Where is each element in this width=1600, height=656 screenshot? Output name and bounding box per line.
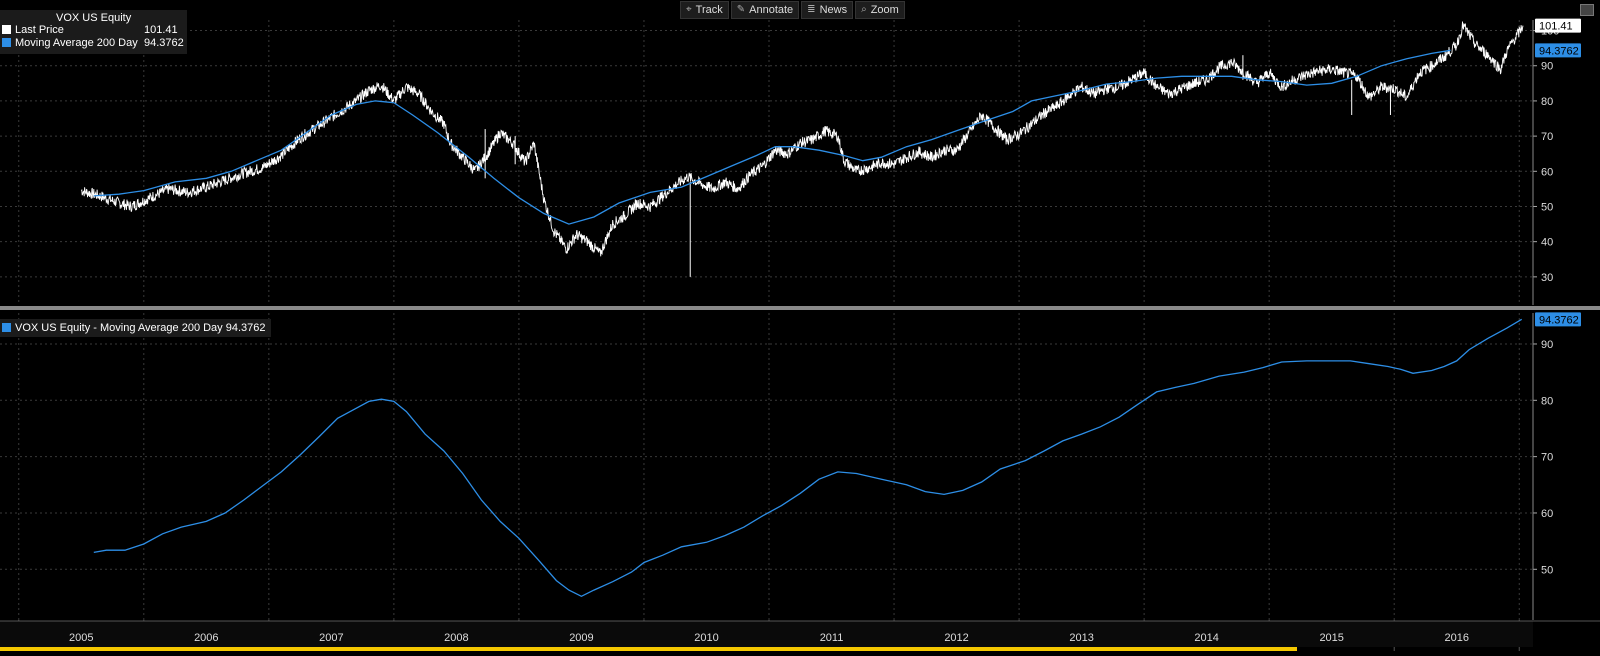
y-tick-label: 90 <box>1541 61 1553 73</box>
last-value-label: 94.3762 <box>1539 314 1579 326</box>
chart-toolbar: ⌖ Track ✎ Annotate ≣ News ⌕ Zoom <box>680 1 905 19</box>
annotate-label: Annotate <box>749 4 794 16</box>
y-tick-label: 90 <box>1541 339 1553 351</box>
series-line-moving-average <box>93 49 1451 225</box>
legend-bottom: VOX US Equity - Moving Average 200 Day 9… <box>0 319 271 337</box>
x-tick-label: 2016 <box>1444 632 1468 644</box>
legend-top: VOX US Equity Last Price 101.41 Moving A… <box>0 10 187 54</box>
news-label: News <box>819 4 848 16</box>
y-tick-label: 60 <box>1541 508 1553 520</box>
x-axis-band <box>0 621 1533 647</box>
news-button[interactable]: ≣ News <box>801 1 854 19</box>
legend-value: 94.3762 <box>144 37 184 49</box>
x-tick-label: 2011 <box>820 632 844 644</box>
track-label: Track <box>695 4 723 16</box>
y-tick-label: 50 <box>1541 564 1553 576</box>
y-tick-label: 70 <box>1541 131 1553 143</box>
last-value-tag <box>1535 43 1581 58</box>
legend-swatch-blue <box>2 38 11 47</box>
legend-item-moving-average: Moving Average 200 Day 94.3762 <box>2 37 184 50</box>
panel-separator <box>0 306 1600 310</box>
y-tick-label: 70 <box>1541 452 1553 464</box>
last-value-tag <box>1535 312 1581 327</box>
y-tick-label: 50 <box>1541 201 1553 213</box>
x-tick-label: 2015 <box>1319 632 1343 644</box>
series-line-last-price <box>80 21 1524 257</box>
legend-swatch-blue <box>2 323 11 332</box>
x-tick-label: 2010 <box>694 632 718 644</box>
x-tick-label: 2005 <box>69 632 93 644</box>
zoom-label: Zoom <box>870 4 899 16</box>
crosshair-icon: ⌖ <box>686 4 692 15</box>
annotate-button[interactable]: ✎ Annotate <box>730 1 800 19</box>
y-tick-label: 30 <box>1541 272 1553 284</box>
legend-label: Last Price <box>15 24 64 36</box>
last-value-tag <box>1535 18 1581 33</box>
x-tick-label: 2006 <box>194 632 218 644</box>
x-tick-label: 2008 <box>444 632 468 644</box>
x-tick-label: 2013 <box>1069 632 1093 644</box>
y-tick-label: 80 <box>1541 96 1553 108</box>
panel-collapse-icon[interactable] <box>1580 4 1594 16</box>
legend-label: Moving Average 200 Day <box>15 37 138 49</box>
y-tick-label: 80 <box>1541 395 1553 407</box>
bottom-accent-bar <box>0 647 1297 651</box>
x-tick-label: 2007 <box>319 632 343 644</box>
magnifier-icon: ⌕ <box>861 4 867 15</box>
x-tick-label: 2014 <box>1194 632 1218 644</box>
y-tick-label: 60 <box>1541 166 1553 178</box>
x-tick-label: 2009 <box>569 632 593 644</box>
news-icon: ≣ <box>807 4 816 15</box>
y-tick-label: 40 <box>1541 237 1553 249</box>
x-tick-label: 2012 <box>944 632 968 644</box>
legend-swatch-white <box>2 25 11 34</box>
pencil-icon: ✎ <box>736 4 746 15</box>
last-value-label: 94.3762 <box>1539 45 1579 57</box>
legend-item-last-price: Last Price 101.41 <box>2 24 178 37</box>
series-line-moving-average-panel <box>93 318 1523 598</box>
legend-title: VOX US Equity <box>56 12 132 24</box>
zoom-button[interactable]: ⌕ Zoom <box>855 1 905 19</box>
last-value-label: 101.41 <box>1539 21 1573 33</box>
legend-label: VOX US Equity - Moving Average 200 Day 9… <box>15 322 266 334</box>
legend-value: 101.41 <box>144 24 178 36</box>
track-button[interactable]: ⌖ Track <box>680 1 729 19</box>
